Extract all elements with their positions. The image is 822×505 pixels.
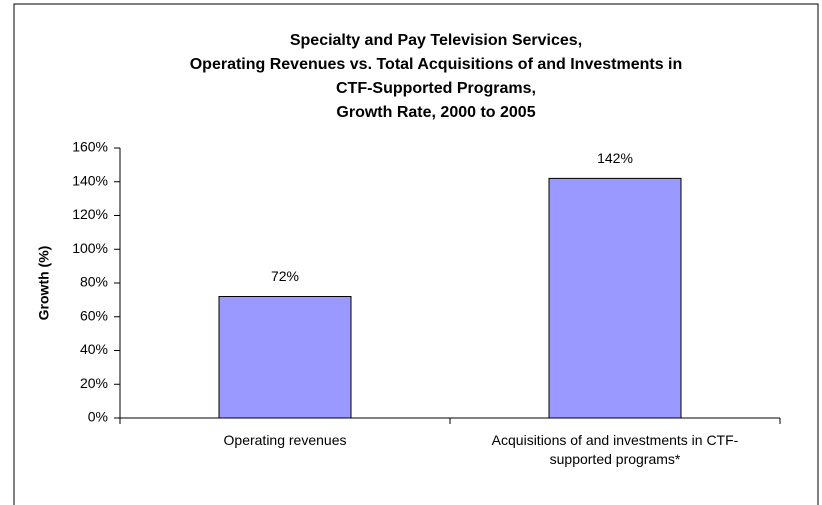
- data-label: 72%: [271, 268, 299, 284]
- y-tick-label: 160%: [72, 139, 108, 155]
- y-axis-label: Growth (%): [36, 246, 52, 321]
- x-tick-label: Operating revenues: [223, 432, 347, 448]
- y-tick-label: 140%: [72, 172, 108, 188]
- x-tick-label-box: Operating revenues: [223, 432, 347, 448]
- chart-title: Growth Rate, 2000 to 2005: [336, 104, 535, 121]
- y-tick-label: 80%: [80, 274, 108, 290]
- bar: [218, 296, 352, 419]
- y-tick-label: 60%: [80, 307, 108, 323]
- chart-title: Specialty and Pay Television Services,: [290, 32, 582, 49]
- data-label: 142%: [597, 150, 633, 166]
- y-tick-label: 0%: [88, 409, 108, 425]
- y-tick-label: 40%: [80, 341, 108, 357]
- bar: [548, 177, 682, 419]
- y-tick-label: 100%: [72, 240, 108, 256]
- x-tick-label: Acquisitions of and investments in CTF-s…: [491, 432, 739, 467]
- chart-title: Operating Revenues vs. Total Acquisition…: [190, 56, 683, 73]
- x-tick-label-box: Acquisitions of and investments in CTF-s…: [491, 432, 739, 467]
- y-tick-label: 20%: [80, 375, 108, 391]
- chart-title: CTF-Supported Programs,: [336, 80, 536, 97]
- y-tick-label: 120%: [72, 206, 108, 222]
- chart-frame: [13, 3, 819, 505]
